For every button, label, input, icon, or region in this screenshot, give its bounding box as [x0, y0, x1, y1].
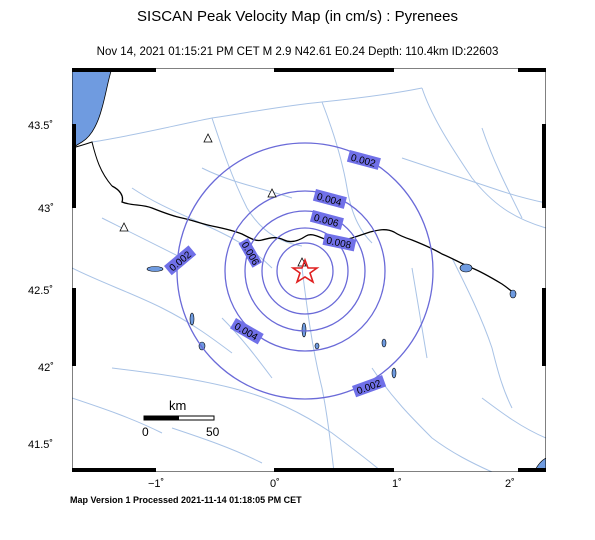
scale-bar-start: 0	[142, 425, 149, 439]
lon-tick-label: 1˚	[392, 478, 402, 490]
lakes	[146, 263, 517, 379]
contour-ring-0008	[261, 227, 349, 315]
river-network	[72, 87, 546, 472]
lat-tick-label: 43.5˚	[28, 120, 54, 132]
processing-note: Map Version 1 Processed 2021-11-14 01:18…	[70, 495, 302, 505]
triangle-icon	[119, 222, 129, 232]
map-canvas: 0.002 0.004 0.006 0.008 0.002 0.004 0.00…	[72, 68, 546, 472]
contour-ring-0004	[224, 190, 386, 352]
frame-ticks	[72, 68, 546, 472]
contour-rings	[176, 142, 434, 400]
contour-ring-0006	[244, 210, 366, 332]
lon-tick-label: 0˚	[270, 478, 280, 490]
lat-tick-label: 42.5˚	[28, 285, 54, 297]
triangle-icon	[203, 133, 213, 143]
lat-tick-label: 43˚	[38, 203, 54, 215]
triangle-icon	[267, 188, 277, 198]
water-body	[72, 68, 113, 149]
contour-label: 0.008	[325, 236, 352, 252]
lat-tick-label: 41.5˚	[28, 439, 54, 451]
map-background	[72, 68, 546, 472]
map-title: SISCAN Peak Velocity Map (in cm/s) : Pyr…	[137, 8, 458, 25]
contour-ring-0002	[176, 142, 434, 400]
event-details: Nov 14, 2021 01:15:21 PM CET M 2.9 N42.6…	[96, 46, 499, 58]
map-panel: 0.002 0.004 0.006 0.008 0.002 0.004 0.00…	[72, 68, 546, 472]
lat-tick-label: 42˚	[38, 362, 54, 374]
lon-tick-label: −1˚	[148, 478, 165, 490]
contour-ring-inner	[276, 242, 334, 300]
coastline	[72, 141, 113, 187]
national-border	[111, 185, 517, 295]
scale-bar-unit: km	[169, 398, 186, 413]
lon-tick-label: 2˚	[505, 478, 515, 490]
star-icon	[290, 257, 320, 284]
scale-bar: km 0 50	[142, 398, 220, 439]
stations	[119, 133, 307, 267]
scale-bar-end: 50	[206, 425, 220, 439]
